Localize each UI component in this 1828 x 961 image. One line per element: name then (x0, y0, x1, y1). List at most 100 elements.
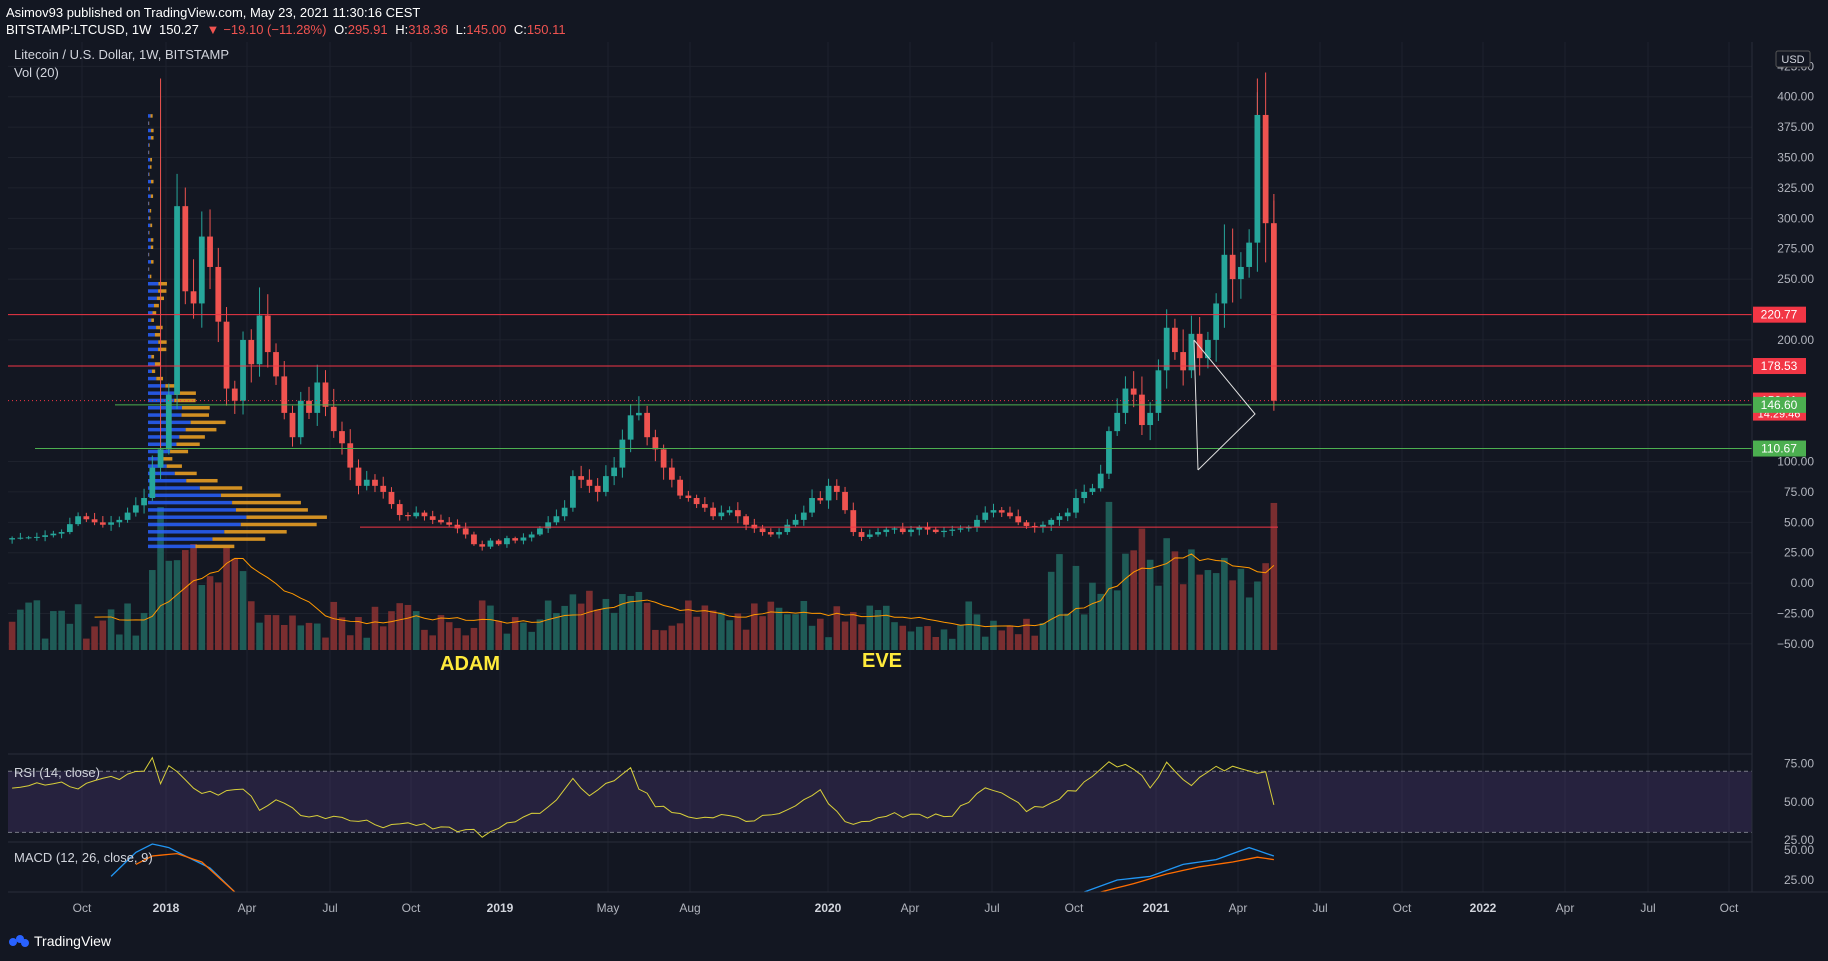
time-tick-label: 2018 (153, 901, 180, 915)
volume-bar (973, 614, 981, 650)
volume-bar (99, 620, 107, 650)
annotation-label: ADAM (440, 653, 500, 675)
time-tick-label: 2020 (815, 901, 842, 915)
candle-body (165, 394, 172, 450)
volume-bar (421, 629, 428, 650)
time-tick-label: Apr (238, 901, 257, 915)
volume-bar (1188, 549, 1195, 650)
candle-body (438, 519, 444, 523)
open-label: O: (334, 22, 348, 37)
volume-bar (247, 601, 255, 650)
volume-bar (924, 626, 931, 650)
volume-bar (849, 612, 857, 650)
candle-body (1147, 412, 1154, 426)
volume-bar (58, 610, 65, 650)
volume-bar (726, 620, 733, 650)
triangle-drawing (1193, 339, 1256, 471)
candle-body (734, 510, 741, 517)
volume-profile-down (148, 150, 150, 155)
price-tick-label: 100.00 (1777, 455, 1814, 469)
volume-profile-down (154, 362, 161, 366)
candle-body (627, 415, 634, 440)
candle-body (858, 532, 865, 537)
volume-bar (668, 625, 676, 650)
volume-bar (231, 558, 239, 650)
rsi-legend: RSI (14, close) (14, 765, 100, 780)
candle-body (487, 540, 494, 547)
candle-body (157, 449, 164, 468)
candle-body (875, 532, 881, 535)
volume-bar (503, 633, 511, 650)
currency-label[interactable]: USD (1781, 54, 1804, 66)
volume-profile-down (148, 230, 150, 235)
volume-profile-up (148, 354, 152, 359)
candle-body (998, 510, 1005, 513)
volume-bar (437, 615, 445, 650)
rsi-line (12, 756, 1275, 838)
volume-bar (1270, 502, 1278, 650)
volume-profile-down (148, 267, 150, 271)
candle-body (1023, 522, 1030, 526)
price-tick-label: 250.00 (1777, 272, 1814, 286)
candle-body (462, 528, 469, 535)
volume-bar (685, 600, 692, 650)
price-tick-label: −25.00 (1777, 607, 1814, 621)
volume-bar (808, 625, 816, 650)
volume-bar (701, 605, 709, 650)
volume-bar (1006, 625, 1014, 650)
volume-bar (718, 612, 725, 650)
volume-bar (214, 582, 222, 650)
candle-body (792, 519, 799, 525)
volume-bar (182, 550, 189, 650)
time-tick-label: Jul (1640, 901, 1655, 915)
volume-profile-down (158, 281, 167, 286)
symbol-ohlc-line: BITSTAMP:LTCUSD, 1W 150.27 ▼ −19.10 (−11.… (6, 22, 570, 37)
volume-bar (652, 629, 659, 650)
level-badge-label: 110.67 (1761, 442, 1797, 456)
price-tick-label: 75.00 (1784, 485, 1814, 499)
volume-profile-down (150, 223, 153, 228)
rsi-tick-label: 75.00 (1784, 757, 1814, 771)
candle-body (306, 400, 312, 413)
currency-box[interactable] (1775, 50, 1811, 68)
candle-body (314, 382, 321, 413)
triangle-upper-lower (1193, 339, 1256, 471)
volume-bar (1047, 571, 1055, 650)
volume-bar (1064, 613, 1072, 650)
volume-bar (742, 629, 750, 650)
volume-bar (693, 616, 700, 650)
candle-body (833, 485, 840, 492)
volume-bar (66, 623, 74, 650)
candle-body (479, 544, 486, 547)
volume-profile-up (148, 391, 175, 395)
annotations: ADAM EVE (440, 650, 902, 675)
candle-body (660, 449, 667, 468)
candle-body (297, 400, 304, 438)
candle-body (504, 538, 510, 545)
volume-bar (17, 609, 24, 650)
candle-body (1262, 114, 1269, 224)
volume-profile-down (156, 325, 163, 330)
volume-bar (536, 619, 544, 650)
volume-profile-up (148, 522, 241, 527)
volume-bar (825, 637, 832, 650)
candle-body (256, 315, 263, 365)
chart-area[interactable]: 425.00400.00375.00350.00325.00300.00275.… (0, 42, 1828, 935)
volume-bar (528, 631, 535, 650)
candle-body (743, 516, 749, 525)
volume-bar (709, 610, 717, 650)
volume-bar (1105, 501, 1113, 650)
time-tick-label: Aug (679, 901, 700, 915)
volume-bar (1171, 551, 1179, 650)
candle-body (1139, 394, 1145, 426)
volume-bar (371, 606, 379, 650)
volume-bar (1155, 585, 1162, 650)
chart-svg[interactable]: 425.00400.00375.00350.00325.00300.00275.… (0, 42, 1828, 930)
volume-bar (734, 613, 742, 650)
candle-body (644, 412, 651, 438)
price-tick-label: 350.00 (1777, 151, 1814, 165)
volume-ma-line (94, 553, 1275, 628)
volume-profile-down (165, 384, 180, 388)
